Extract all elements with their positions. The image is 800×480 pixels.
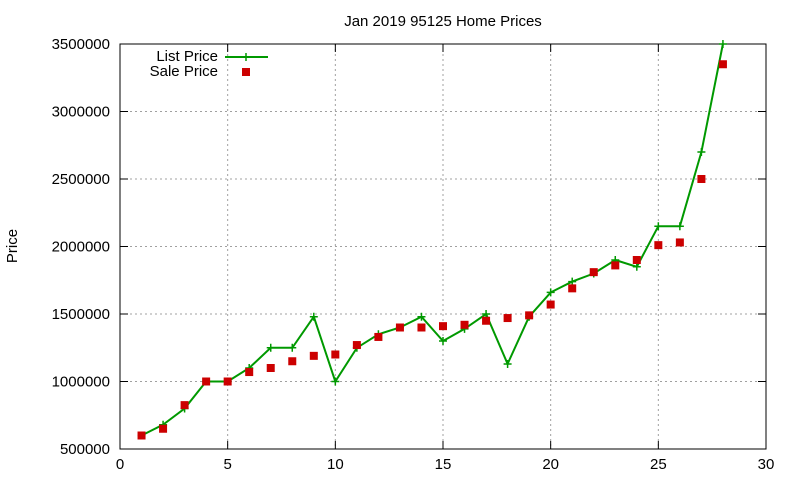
y-tick-label: 3500000: [52, 36, 110, 53]
list-price-point: [503, 359, 512, 368]
list-price-point: [439, 337, 447, 345]
y-tick-label: 1000000: [52, 374, 110, 391]
list-price-point: [309, 312, 318, 321]
list-price-point: [331, 377, 340, 386]
list-price-point: [266, 343, 275, 352]
sale-price-point: [482, 316, 491, 325]
x-tick-label: 5: [223, 456, 231, 473]
list-price-line: [141, 43, 724, 437]
list-price-point: [568, 277, 577, 286]
sale-price-point: [525, 311, 534, 320]
sale-price-point: [718, 60, 727, 69]
sale-price-point: [546, 300, 555, 309]
sale-price-point: [159, 424, 168, 433]
sale-price-point: [568, 284, 577, 293]
sale-price-point: [395, 323, 404, 332]
x-tick-label: 15: [435, 456, 452, 473]
y-tick-label: 2500000: [52, 171, 110, 188]
legend-marker-list-price: [242, 53, 250, 61]
y-tick-label: 500000: [60, 441, 110, 458]
list-price-point: [288, 343, 297, 352]
list-price-point: [546, 288, 555, 297]
sale-price-point: [654, 241, 663, 250]
sale-price-point: [503, 314, 512, 323]
y-axis-label: Price: [4, 229, 21, 263]
legend-marker-sale-price: [242, 68, 250, 76]
legend-swatches: [225, 53, 268, 76]
x-tick-label: 30: [758, 456, 775, 473]
sale-price-point: [374, 332, 383, 341]
x-tick-label: 10: [327, 456, 344, 473]
list-price-point: [697, 148, 706, 156]
y-tick-label: 1500000: [52, 306, 110, 323]
sale-price-point: [202, 377, 211, 386]
sale-price-point: [611, 261, 620, 270]
series-1: [137, 60, 727, 440]
y-tick-label: 3000000: [52, 104, 110, 121]
sale-price-point: [675, 238, 684, 247]
y-tick-label: 2000000: [52, 239, 110, 256]
legend-label-list-price: List Price: [156, 48, 218, 65]
sale-price-point: [137, 431, 146, 440]
sale-price-point: [439, 322, 447, 331]
list-price-point: [632, 262, 641, 271]
x-tick-label: 25: [650, 456, 667, 473]
x-tick-label: 0: [116, 456, 124, 473]
sale-price-point: [266, 364, 275, 372]
sale-price-point: [697, 175, 706, 183]
tick-layer: 0 5 10 15 20 25 30 500000 1000000 1500000 2000000 2…: [52, 36, 775, 473]
sale-price-point: [288, 357, 297, 366]
legend-label-sale-price: Sale Price: [150, 63, 218, 80]
sale-price-point: [632, 256, 641, 264]
sale-price-point: [352, 341, 361, 350]
sale-price-point: [589, 268, 598, 277]
list-price-point: [654, 222, 663, 231]
legend: List Price Sale Price: [150, 48, 268, 80]
sale-price-point: [331, 350, 340, 359]
x-tick-label: 20: [542, 456, 559, 473]
sale-price-point: [460, 320, 469, 329]
series-layer: [137, 40, 727, 440]
sale-price-point: [309, 351, 318, 360]
list-price-point: [718, 40, 727, 48]
list-price-point: [675, 222, 684, 231]
list-price-point: [417, 312, 426, 321]
sale-price-point: [245, 368, 254, 377]
list-price-point: [482, 310, 491, 318]
sale-price-point: [417, 323, 426, 332]
chart-title: Jan 2019 95125 Home Prices: [344, 13, 542, 30]
grid-layer: [120, 44, 766, 449]
sale-price-point: [180, 401, 189, 410]
sale-price-point: [223, 377, 232, 386]
